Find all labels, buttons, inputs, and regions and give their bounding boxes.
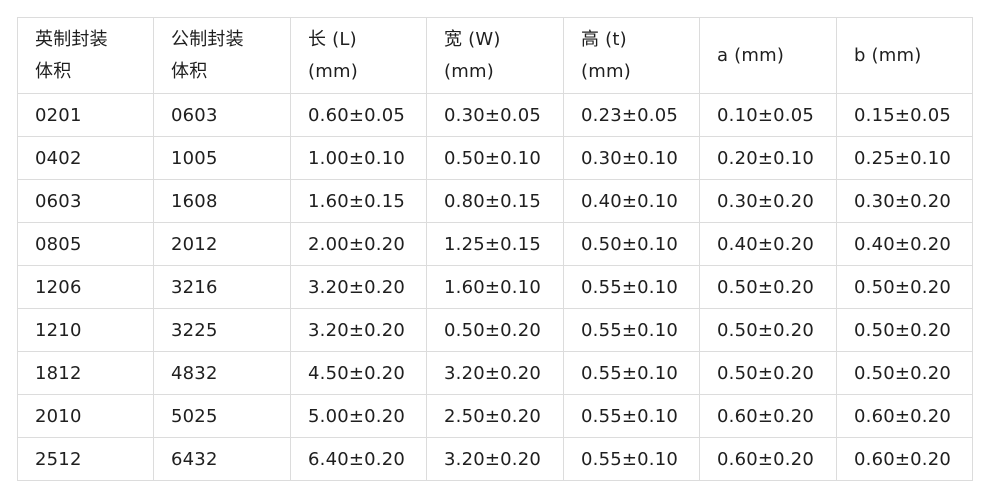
table-cell: 6432 [153, 437, 291, 481]
table-cell: 5025 [153, 394, 291, 438]
table-cell: 5.00±0.20 [290, 394, 427, 438]
table-cell: 0.50±0.20 [836, 265, 973, 309]
header-a: a (mm) [699, 17, 837, 94]
header-metric-size: 公制封装 体积 [153, 17, 291, 94]
table-cell: 1005 [153, 136, 291, 180]
header-width: 宽 (W) (mm) [426, 17, 564, 94]
table-cell: 3.20±0.20 [426, 351, 564, 395]
table-cell: 0.30±0.20 [699, 179, 837, 223]
table-row: 0805 2012 2.00±0.20 1.25±0.15 0.50±0.10 … [17, 222, 973, 266]
table-cell: 0.20±0.10 [699, 136, 837, 180]
table-cell: 0.50±0.10 [426, 136, 564, 180]
table-cell: 0.50±0.20 [699, 265, 837, 309]
table-cell: 4832 [153, 351, 291, 395]
table-cell: 0.15±0.05 [836, 93, 973, 137]
header-row: 英制封装 体积 公制封装 体积 长 (L) (mm) 宽 (W) (mm) 高 … [17, 17, 973, 94]
header-height: 高 (t) (mm) [563, 17, 700, 94]
table-cell: 0.50±0.20 [426, 308, 564, 352]
table-cell: 0.30±0.10 [563, 136, 700, 180]
table-cell: 0.60±0.05 [290, 93, 427, 137]
table-cell: 1608 [153, 179, 291, 223]
table-cell: 2.00±0.20 [290, 222, 427, 266]
table-row: 2010 5025 5.00±0.20 2.50±0.20 0.55±0.10 … [17, 394, 973, 438]
table-cell: 1.60±0.10 [426, 265, 564, 309]
table-cell: 0.10±0.05 [699, 93, 837, 137]
table-cell: 0201 [17, 93, 154, 137]
header-b: b (mm) [836, 17, 973, 94]
table-cell: 0603 [17, 179, 154, 223]
table-cell: 2010 [17, 394, 154, 438]
table-row: 0201 0603 0.60±0.05 0.30±0.05 0.23±0.05 … [17, 93, 973, 137]
table-cell: 3.20±0.20 [290, 308, 427, 352]
table-cell: 0.60±0.20 [699, 437, 837, 481]
table-cell: 0.55±0.10 [563, 351, 700, 395]
table-cell: 0.55±0.10 [563, 265, 700, 309]
table-cell: 4.50±0.20 [290, 351, 427, 395]
table-cell: 0.50±0.20 [836, 351, 973, 395]
table-cell: 0603 [153, 93, 291, 137]
table-cell: 0402 [17, 136, 154, 180]
table-row: 0603 1608 1.60±0.15 0.80±0.15 0.40±0.10 … [17, 179, 973, 223]
table-cell: 1.00±0.10 [290, 136, 427, 180]
header-imperial-size: 英制封装 体积 [17, 17, 154, 94]
table-cell: 1210 [17, 308, 154, 352]
table-cell: 0.50±0.20 [836, 308, 973, 352]
table-cell: 3.20±0.20 [426, 437, 564, 481]
table-cell: 1206 [17, 265, 154, 309]
table-cell: 0.80±0.15 [426, 179, 564, 223]
table-cell: 3225 [153, 308, 291, 352]
table-cell: 3216 [153, 265, 291, 309]
table-cell: 0.50±0.20 [699, 308, 837, 352]
package-dimension-table: 英制封装 体积 公制封装 体积 长 (L) (mm) 宽 (W) (mm) 高 … [17, 17, 973, 481]
table-cell: 1.60±0.15 [290, 179, 427, 223]
table-row: 0402 1005 1.00±0.10 0.50±0.10 0.30±0.10 … [17, 136, 973, 180]
table-cell: 0.30±0.20 [836, 179, 973, 223]
header-length: 长 (L) (mm) [290, 17, 427, 94]
table-cell: 0.25±0.10 [836, 136, 973, 180]
table-cell: 0.40±0.20 [699, 222, 837, 266]
table-cell: 1.25±0.15 [426, 222, 564, 266]
table-cell: 0.60±0.20 [836, 437, 973, 481]
table-cell: 0.40±0.10 [563, 179, 700, 223]
table-row: 2512 6432 6.40±0.20 3.20±0.20 0.55±0.10 … [17, 437, 973, 481]
table-cell: 0.50±0.10 [563, 222, 700, 266]
table-cell: 0.50±0.20 [699, 351, 837, 395]
table-row: 1210 3225 3.20±0.20 0.50±0.20 0.55±0.10 … [17, 308, 973, 352]
table-cell: 0.60±0.20 [699, 394, 837, 438]
table-cell: 0.55±0.10 [563, 437, 700, 481]
table-cell: 2512 [17, 437, 154, 481]
table-cell: 0.55±0.10 [563, 308, 700, 352]
table-cell: 0.40±0.20 [836, 222, 973, 266]
table-cell: 0.55±0.10 [563, 394, 700, 438]
table-container: 英制封装 体积 公制封装 体积 长 (L) (mm) 宽 (W) (mm) 高 … [17, 17, 973, 481]
table-cell: 3.20±0.20 [290, 265, 427, 309]
table-cell: 2.50±0.20 [426, 394, 564, 438]
table-row: 1206 3216 3.20±0.20 1.60±0.10 0.55±0.10 … [17, 265, 973, 309]
table-cell: 0.60±0.20 [836, 394, 973, 438]
table-cell: 0805 [17, 222, 154, 266]
table-cell: 0.23±0.05 [563, 93, 700, 137]
table-cell: 0.30±0.05 [426, 93, 564, 137]
table-cell: 2012 [153, 222, 291, 266]
table-cell: 6.40±0.20 [290, 437, 427, 481]
table-cell: 1812 [17, 351, 154, 395]
table-row: 1812 4832 4.50±0.20 3.20±0.20 0.55±0.10 … [17, 351, 973, 395]
